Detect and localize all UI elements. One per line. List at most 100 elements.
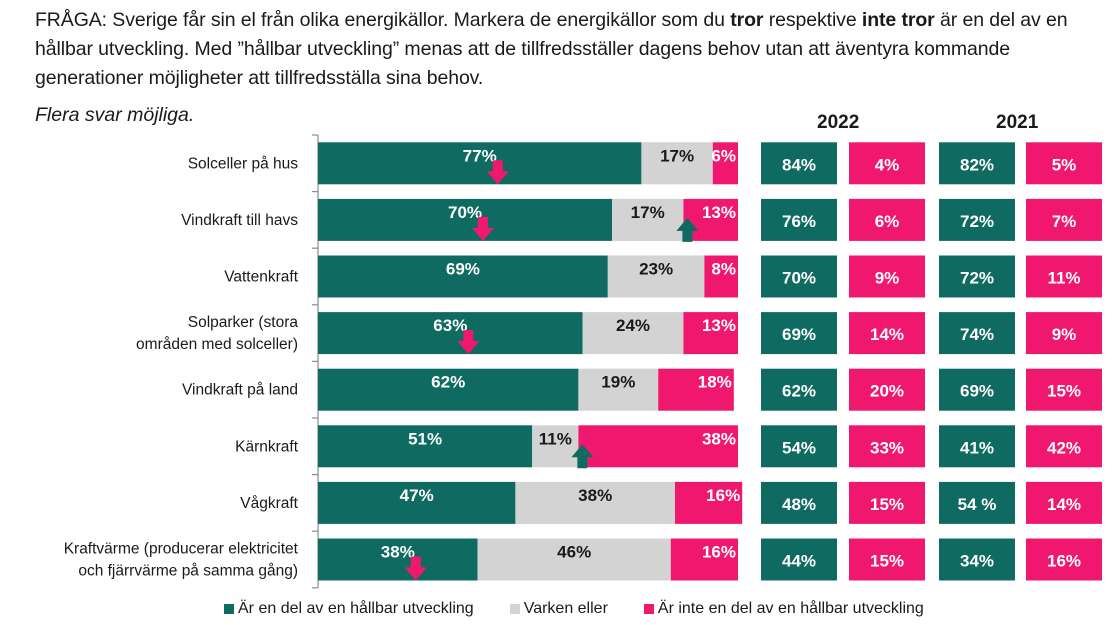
bar-segment bbox=[318, 142, 642, 185]
comparison-value-label: 54 % bbox=[958, 495, 997, 514]
comparison-value-label: 4% bbox=[875, 155, 900, 174]
comparison-box bbox=[761, 198, 837, 241]
comparison-box bbox=[761, 481, 837, 524]
question-bold-inte-tror: inte tror bbox=[861, 9, 935, 31]
bar-value-label: 24% bbox=[616, 316, 650, 335]
comparison-value-label: 70% bbox=[782, 269, 816, 288]
bar-value-label: 19% bbox=[601, 373, 635, 392]
comparison-box bbox=[939, 312, 1015, 355]
comparison-value-label: 5% bbox=[1052, 155, 1077, 174]
comparison-value-label: 44% bbox=[782, 552, 816, 571]
question-bold-tror: tror bbox=[730, 9, 764, 31]
bar-segment bbox=[582, 312, 684, 355]
year-header-2021: 2021 bbox=[996, 112, 1039, 133]
comparison-box bbox=[849, 481, 925, 524]
category-label: Kärnkraft bbox=[235, 438, 299, 455]
legend-item-varken: Varken eller bbox=[509, 600, 608, 618]
comparison-value-label: 6% bbox=[875, 212, 900, 231]
comparison-box bbox=[761, 538, 837, 581]
comparison-value-label: 42% bbox=[1047, 438, 1081, 457]
bar-value-label: 46% bbox=[557, 543, 591, 562]
comparison-value-label: 82% bbox=[960, 155, 994, 174]
question-text: FRÅGA: Sverige får sin el från olika ene… bbox=[35, 6, 1115, 93]
comparison-value-label: 69% bbox=[960, 382, 994, 401]
bar-value-label: 38% bbox=[702, 429, 736, 448]
comparison-box bbox=[1026, 255, 1102, 298]
comparison-value-label: 76% bbox=[782, 212, 816, 231]
bar-value-label: 38% bbox=[578, 486, 612, 505]
bar-value-label: 13% bbox=[702, 203, 736, 222]
comparison-box bbox=[761, 312, 837, 355]
comparison-value-label: 74% bbox=[960, 325, 994, 344]
comparison-box bbox=[939, 198, 1015, 241]
comparison-value-label: 33% bbox=[870, 438, 904, 457]
category-label: Vindkraft till havs bbox=[181, 212, 298, 229]
comparison-value-label: 14% bbox=[870, 325, 904, 344]
comparison-value-label: 7% bbox=[1052, 212, 1077, 231]
legend-swatch-varken bbox=[509, 604, 520, 614]
comparison-box bbox=[939, 368, 1015, 411]
bar-segment bbox=[578, 425, 738, 468]
bar-segment bbox=[318, 255, 608, 298]
category-label: Solparker (stora områden med solceller) bbox=[136, 314, 298, 353]
bar-segment bbox=[578, 368, 659, 411]
bar-value-label: 69% bbox=[446, 260, 480, 279]
bar-segment bbox=[670, 538, 738, 581]
comparison-box bbox=[761, 368, 837, 411]
bar-segment bbox=[675, 481, 743, 524]
bar-segment bbox=[532, 425, 579, 468]
bar-value-label: 6% bbox=[711, 146, 736, 165]
bar-segment bbox=[683, 198, 738, 241]
bar-segment bbox=[683, 312, 738, 355]
change-arrow-icon bbox=[404, 556, 427, 581]
comparison-value-label: 20% bbox=[870, 382, 904, 401]
bar-segment bbox=[607, 255, 705, 298]
category-label: Vågkraft bbox=[240, 495, 298, 512]
category-label: Kraftvärme (producerar elektricitet och f… bbox=[64, 541, 299, 580]
bar-value-label: 77% bbox=[463, 146, 497, 165]
comparison-value-label: 9% bbox=[1052, 325, 1077, 344]
legend-swatch-tror bbox=[224, 604, 234, 614]
year-header-2022: 2022 bbox=[817, 112, 860, 133]
comparison-box bbox=[1026, 368, 1102, 411]
category-label: Vindkraft på land bbox=[182, 382, 298, 399]
bar-segment bbox=[477, 538, 671, 581]
bar-segment bbox=[318, 425, 533, 468]
comparison-box bbox=[1026, 198, 1102, 241]
bar-value-label: 63% bbox=[433, 316, 467, 335]
comparison-value-label: 9% bbox=[875, 269, 900, 288]
category-label: Vattenkraft bbox=[224, 269, 299, 286]
comparison-value-label: 48% bbox=[782, 495, 816, 514]
change-arrow-icon bbox=[676, 217, 699, 242]
comparison-value-label: 84% bbox=[782, 155, 816, 174]
comparison-box bbox=[849, 425, 925, 468]
comparison-value-label: 34% bbox=[960, 552, 994, 571]
bar-segment bbox=[515, 481, 675, 524]
bar-value-label: 17% bbox=[660, 146, 694, 165]
bar-value-label: 47% bbox=[400, 486, 434, 505]
comparison-box bbox=[849, 142, 925, 185]
bar-value-label: 38% bbox=[381, 543, 415, 562]
comparison-box bbox=[939, 538, 1015, 581]
legend-label-tror: Är en del av en hållbar utveckling bbox=[238, 600, 474, 617]
comparison-value-label: 15% bbox=[870, 495, 904, 514]
bar-segment bbox=[318, 368, 579, 411]
legend-label-varken: Varken eller bbox=[523, 600, 608, 617]
chart-legend: Är en del av en hållbar utveckling Varke… bbox=[224, 598, 960, 620]
legend-item-inte-tror: Är inte en del av en hållbar utveckling bbox=[643, 600, 924, 618]
bar-value-label: 18% bbox=[698, 373, 732, 392]
comparison-box bbox=[1026, 425, 1102, 468]
bar-segment bbox=[704, 255, 738, 298]
comparison-box bbox=[849, 312, 925, 355]
bar-segment bbox=[318, 312, 583, 355]
legend-swatch-inte-tror bbox=[643, 604, 654, 614]
bar-value-label: 51% bbox=[408, 429, 442, 448]
comparison-box bbox=[939, 481, 1015, 524]
bar-segment bbox=[318, 481, 516, 524]
bar-value-label: 13% bbox=[702, 316, 736, 335]
comparison-value-label: 15% bbox=[870, 552, 904, 571]
comparison-box bbox=[761, 425, 837, 468]
comparison-box bbox=[939, 425, 1015, 468]
multiple-answers-note: Flera svar möjliga. bbox=[35, 104, 195, 126]
legend-label-inte-tror: Är inte en del av en hållbar utveckling bbox=[657, 600, 924, 617]
